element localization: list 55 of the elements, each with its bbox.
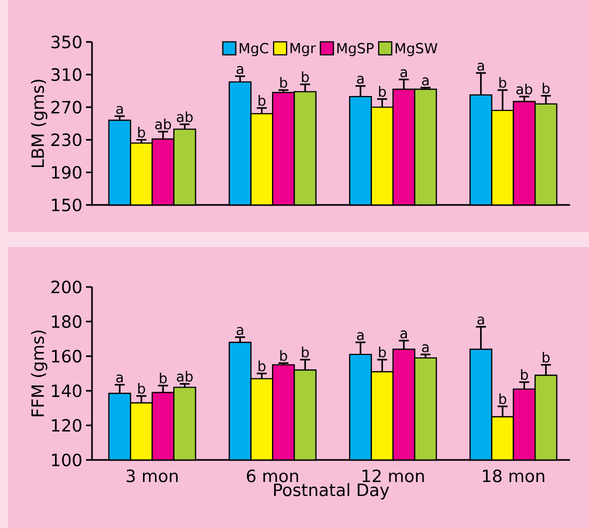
y-tick-label: 140 [52,384,82,398]
data-label: a [236,326,244,335]
data-label: ab [155,118,171,130]
legend-label: Mgr [290,42,316,56]
x-tick-label: 18 mon [483,469,544,482]
x-axis-title: Postnatal Day [274,483,390,500]
y-tick-label: 230 [51,133,82,146]
y-tick-label: 180 [52,315,82,328]
data-label: b [542,82,550,94]
y-tick-label: 190 [52,166,82,179]
y-tick-label: 160 [52,350,82,363]
data-label: ab [516,84,532,94]
data-label: b [138,382,146,394]
data-label: b [499,77,506,88]
data-label: b [521,369,528,380]
x-tick-label: 6 mon [246,469,298,482]
y-tick-label: 100 [52,454,82,466]
data-label: b [160,372,167,384]
data-label: b [499,393,506,404]
data-label: a [477,62,484,71]
y-axis-title: LBM (gms) [30,80,48,167]
y-tick-label: 350 [51,36,82,48]
y-axis-title: FFM (gms) [30,330,48,416]
data-label: a [357,76,364,84]
data-label: a [116,374,123,383]
data-label: ab [176,370,193,382]
data-label: a [116,106,123,114]
data-label: b [302,346,309,358]
data-label: b [542,352,550,363]
data-label: b [258,95,266,106]
legend-label: MgSP [337,42,374,56]
data-label: b [379,86,386,97]
y-tick-label: 200 [51,280,82,294]
data-label: b [280,77,288,88]
y-tick-label: 270 [51,100,82,114]
legend-label: MgC [240,42,268,56]
y-tick-label: 310 [51,68,82,81]
data-label: a [236,66,244,74]
data-label: b [138,126,146,138]
data-label: b [280,350,288,361]
data-label: a [422,77,429,86]
y-tick-label: 120 [52,418,82,432]
y-tick-label: 150 [52,198,82,212]
data-label: ab [176,111,193,122]
data-label: b [302,71,309,82]
data-label: a [357,332,364,340]
legend-label: MgSW [396,42,438,56]
x-tick-label: 12 mon [362,469,424,482]
data-label: b [258,360,266,372]
data-label: a [477,316,484,325]
data-label: a [422,344,429,352]
data-label: a [400,330,407,338]
data-label: b [379,346,386,358]
data-label: a [400,69,407,78]
x-tick-label: 3 mon [126,469,178,482]
